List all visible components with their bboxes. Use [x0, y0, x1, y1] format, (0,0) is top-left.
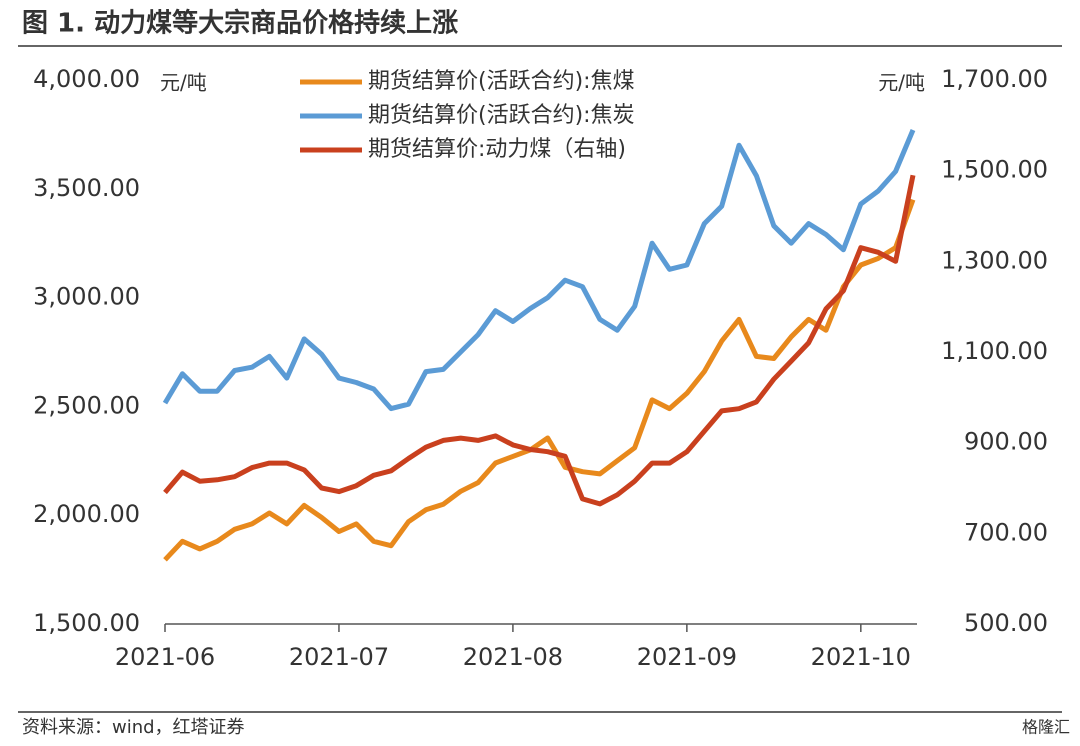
watermark: 格隆汇 — [1022, 718, 1070, 737]
y-tick-label: 2,500.00 — [33, 391, 140, 419]
y2-tick-label: 900.00 — [964, 428, 1048, 456]
series-line — [162, 129, 916, 412]
y2-tick-label: 700.00 — [964, 518, 1048, 546]
x-tick-label: 2021-10 — [811, 643, 911, 671]
y2-tick-label: 1,500.00 — [941, 156, 1048, 184]
y-axis-label: 元/吨 — [160, 71, 207, 95]
legend-label: 期货结算价(活跃合约):焦炭 — [368, 103, 635, 128]
y2-axis-label: 元/吨 — [878, 71, 925, 95]
x-tick-label: 2021-07 — [289, 643, 389, 671]
y2-tick-label: 500.00 — [964, 609, 1048, 637]
y-tick-label: 1,500.00 — [33, 609, 140, 637]
y2-tick-label: 1,700.00 — [941, 65, 1048, 93]
y-tick-label: 2,000.00 — [33, 500, 140, 528]
x-tick-label: 2021-09 — [637, 643, 737, 671]
series-line — [163, 198, 916, 562]
y2-tick-label: 1,300.00 — [941, 246, 1048, 274]
x-tick-label: 2021-08 — [463, 643, 563, 671]
legend-label: 期货结算价(活跃合约):焦煤 — [368, 69, 635, 94]
y-tick-label: 3,000.00 — [33, 283, 140, 311]
series-line — [163, 174, 916, 507]
y2-tick-label: 1,100.00 — [941, 337, 1048, 365]
legend-label: 期货结算价:动力煤（右轴) — [368, 137, 626, 162]
source: 资料来源：wind，红塔证券 — [22, 717, 245, 738]
y-tick-label: 4,000.00 — [33, 65, 140, 93]
chart-title: 图 1. 动力煤等大宗商品价格持续上涨 — [22, 8, 458, 39]
y-tick-label: 3,500.00 — [33, 174, 140, 202]
x-tick-label: 2021-06 — [115, 643, 215, 671]
